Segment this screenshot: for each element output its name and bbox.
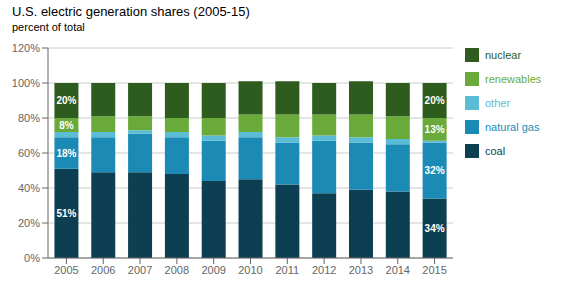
svg-text:51%: 51% [56, 208, 76, 219]
svg-text:40%: 40% [18, 182, 40, 194]
svg-text:20%: 20% [18, 217, 40, 229]
svg-text:120%: 120% [12, 42, 40, 54]
html-text:renewables: renewables [485, 73, 542, 85]
svg-text:100%: 100% [12, 77, 40, 89]
svg-text:34%: 34% [425, 223, 445, 234]
svg-text:0%: 0% [24, 252, 40, 264]
svg-text:8%: 8% [59, 120, 74, 131]
svg-text:2010: 2010 [238, 264, 262, 276]
svg-text:2006: 2006 [91, 264, 115, 276]
svg-text:2009: 2009 [201, 264, 225, 276]
svg-text:2005: 2005 [54, 264, 78, 276]
html-text:U.S. electric generation share: U.S. electric generation shares (2005-15… [12, 4, 250, 19]
svg-text:2012: 2012 [312, 264, 336, 276]
svg-text:13%: 13% [425, 124, 445, 135]
svg-text:2014: 2014 [386, 264, 410, 276]
svg-text:2011: 2011 [275, 264, 299, 276]
svg-text:32%: 32% [425, 165, 445, 176]
html-text:other: other [485, 97, 511, 109]
html-text:natural gas: natural gas [485, 121, 540, 133]
svg-text:2008: 2008 [165, 264, 189, 276]
svg-text:2013: 2013 [349, 264, 373, 276]
svg-text:80%: 80% [18, 112, 40, 124]
svg-text:2015: 2015 [422, 264, 446, 276]
svg-text:20%: 20% [56, 95, 76, 106]
svg-text:20%: 20% [425, 95, 445, 106]
svg-text:2007: 2007 [128, 264, 152, 276]
html-text:nuclear: nuclear [485, 49, 522, 61]
svg-text:18%: 18% [56, 148, 76, 159]
html-text:coal: coal [485, 145, 506, 157]
svg-text:60%: 60% [18, 147, 40, 159]
html-text:percent of total: percent of total [12, 21, 85, 33]
